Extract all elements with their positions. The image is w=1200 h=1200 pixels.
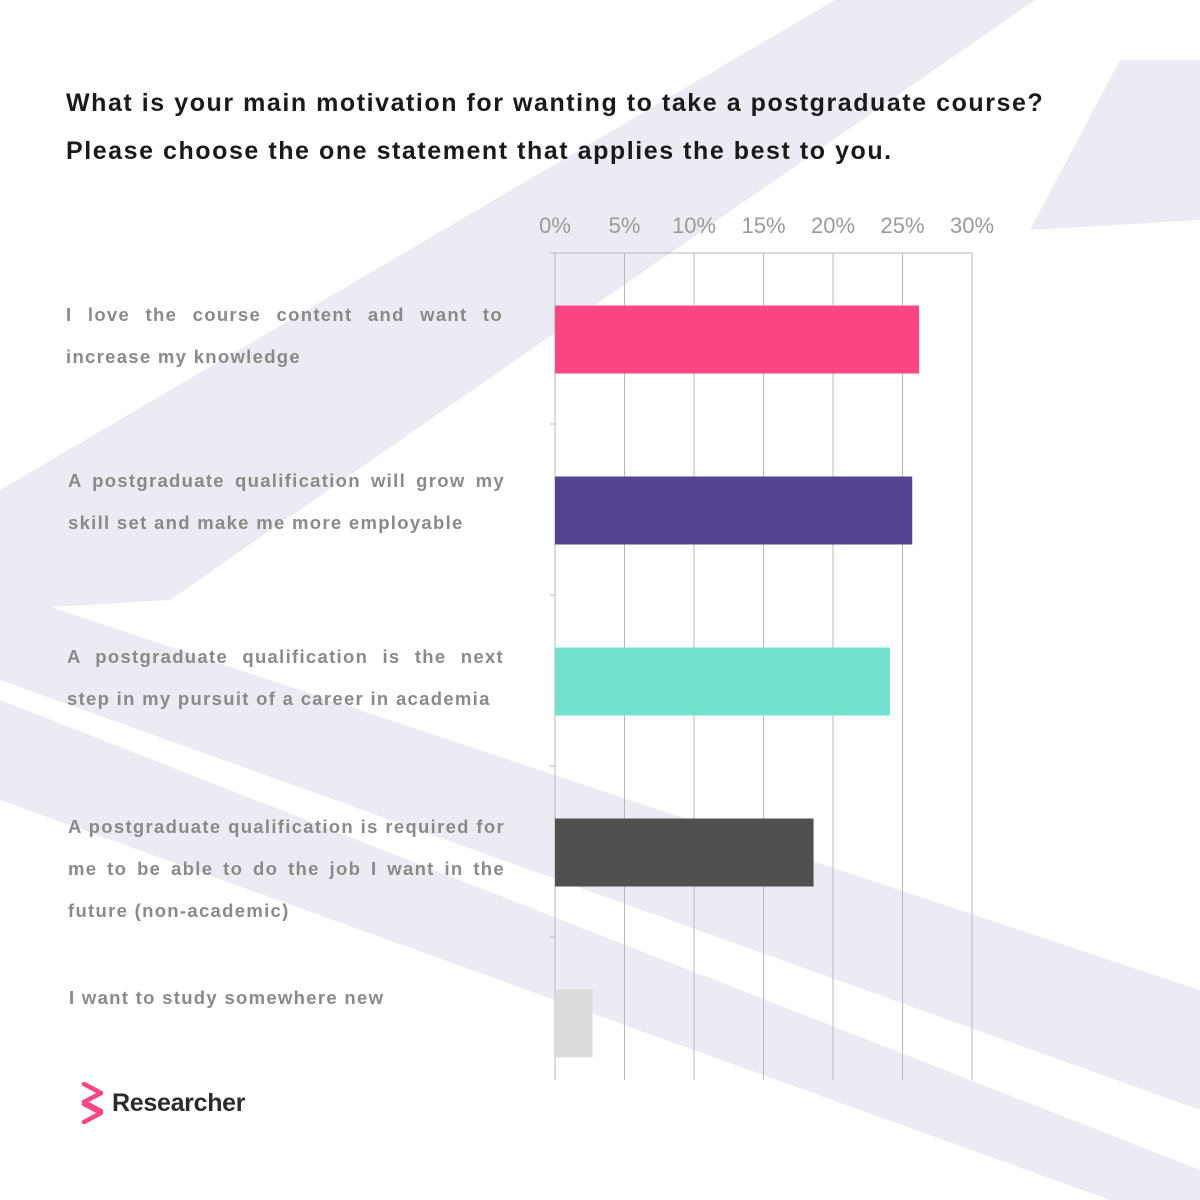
x-tick-label-0: 0% [539, 213, 571, 238]
bar-5 [555, 989, 593, 1058]
category-label-2: A postgraduate qualification will grow m… [68, 470, 505, 533]
x-tick-label-30: 30% [950, 213, 994, 238]
category-label-4: A postgraduate qualification is required… [68, 816, 505, 921]
chart-title-line-1: What is your main motivation for wanting… [66, 89, 1045, 117]
researcher-logo: Researcher [80, 1080, 246, 1126]
category-label-5: I want to study somewhere new [69, 987, 385, 1008]
category-label-3: A postgraduate qualification is the next… [67, 646, 504, 709]
x-tick-label-10: 10% [672, 213, 716, 238]
x-tick-label-15: 15% [741, 213, 785, 238]
bar-3 [555, 647, 890, 716]
bar-4 [555, 818, 814, 887]
chart-title-line-2: Please choose the one statement that app… [66, 137, 893, 165]
x-tick-label-20: 20% [811, 213, 855, 238]
category-label-1: I love the course content and want to in… [66, 304, 503, 367]
bar-1 [555, 305, 920, 374]
x-tick-label-5: 5% [609, 213, 641, 238]
researcher-logo-icon [81, 1081, 104, 1125]
bar-2 [555, 476, 913, 545]
x-tick-label-25: 25% [880, 213, 924, 238]
researcher-logo-text: Researcher [112, 1088, 246, 1117]
